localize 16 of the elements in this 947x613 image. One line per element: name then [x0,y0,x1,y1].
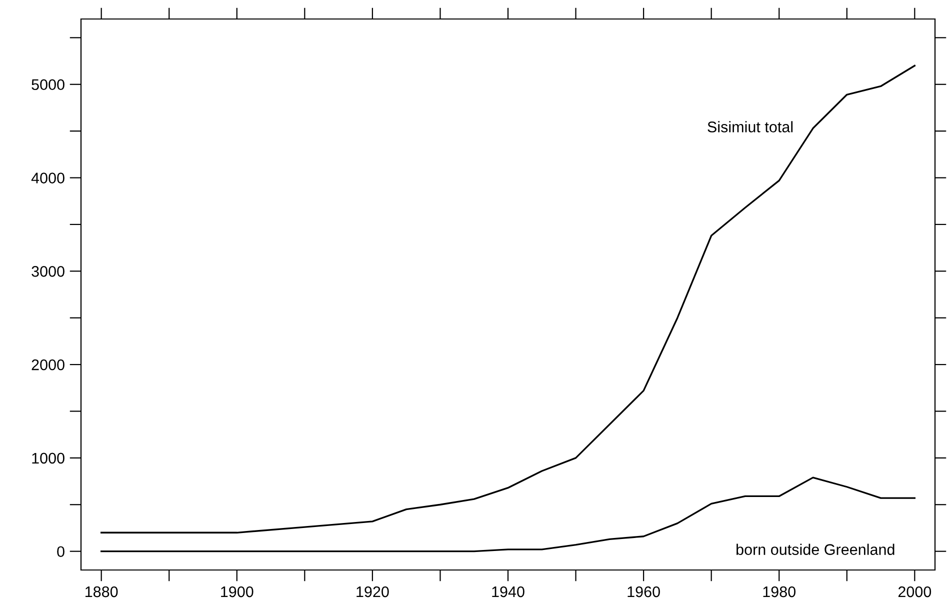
x-tick-label: 1880 [86,586,118,598]
line-series [100,64,916,534]
y-tick-label: 4000 [31,172,64,184]
y-tick-label: 2000 [32,359,64,370]
x-tick-label: 1900 [221,586,254,598]
x-tick-label: 1980 [763,586,796,598]
x-tick-label: 1920 [356,586,389,598]
text: born outside Greenland [736,544,894,555]
x-tick-label: 1960 [628,586,660,598]
y-tick-label: 3000 [32,266,64,277]
series-label: Sisimiut total [708,121,793,132]
x-tick-label: 1940 [492,586,524,598]
x-tick-label: 2000 [898,586,932,598]
y-tick-label: 1000 [32,452,64,464]
y-tick-label: 0 [57,546,64,558]
y-tick-label: 5000 [32,79,64,90]
